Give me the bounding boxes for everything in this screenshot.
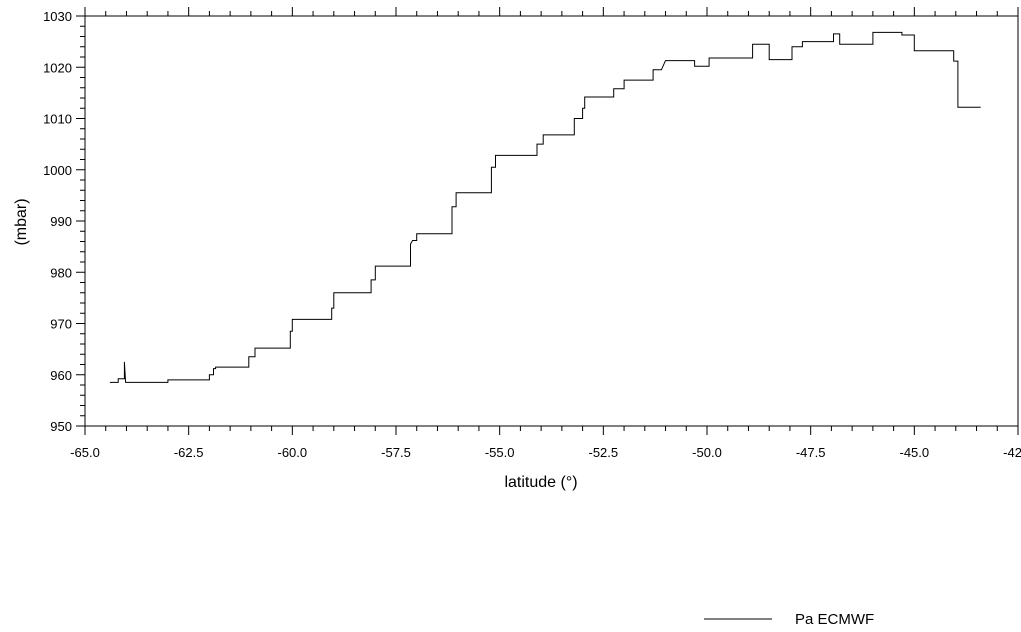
y-tick-label: 1000 bbox=[43, 163, 72, 178]
x-tick-labels: -65.0 -62.5 -60.0 -57.5 -55.0 -52.5 -50.0 -47.5… bbox=[70, 445, 1021, 460]
legend: Pa ECMWF bbox=[704, 611, 874, 628]
y-tick-labels: 950 960 970 980 990 1000 1010 1020 1030 bbox=[43, 9, 72, 434]
x-tick-label: -52.5 bbox=[589, 445, 619, 460]
y-tick-label: 990 bbox=[50, 214, 72, 229]
y-tick-label: 1010 bbox=[43, 112, 72, 127]
x-tick-label: -57.5 bbox=[381, 445, 411, 460]
plot-frame bbox=[84, 15, 1019, 427]
y-tick-label: 960 bbox=[50, 368, 72, 383]
x-tick-label: -45.0 bbox=[900, 445, 930, 460]
x-tick-label: -47.5 bbox=[796, 445, 826, 460]
x-tick-label: -60.0 bbox=[278, 445, 308, 460]
y-tick-label: 1020 bbox=[43, 60, 72, 75]
legend-label: Pa ECMWF bbox=[795, 611, 874, 628]
y-ticks bbox=[76, 15, 85, 427]
y-tick-label: 1030 bbox=[43, 9, 72, 24]
y-tick-label: 980 bbox=[50, 265, 72, 280]
x-axis-label: latitude (°) bbox=[504, 474, 577, 491]
y-tick-label: 970 bbox=[50, 317, 72, 332]
y-axis-label: (mbar) bbox=[13, 198, 30, 245]
series-lines bbox=[109, 31, 981, 383]
x-ticks bbox=[84, 7, 1019, 435]
x-tick-label: -55.0 bbox=[485, 445, 515, 460]
x-tick-label: -50.0 bbox=[692, 445, 722, 460]
series-line-pa-ecmwf bbox=[109, 31, 981, 383]
x-tick-label: -62.5 bbox=[174, 445, 204, 460]
plot-area: -65.0 -62.5 -60.0 -57.5 -55.0 -52.5 -50.0 -47.5… bbox=[43, 7, 1021, 460]
x-tick-label: -42.5 bbox=[1003, 445, 1021, 460]
x-tick-label: -65.0 bbox=[70, 445, 100, 460]
y-tick-label: 950 bbox=[50, 419, 72, 434]
